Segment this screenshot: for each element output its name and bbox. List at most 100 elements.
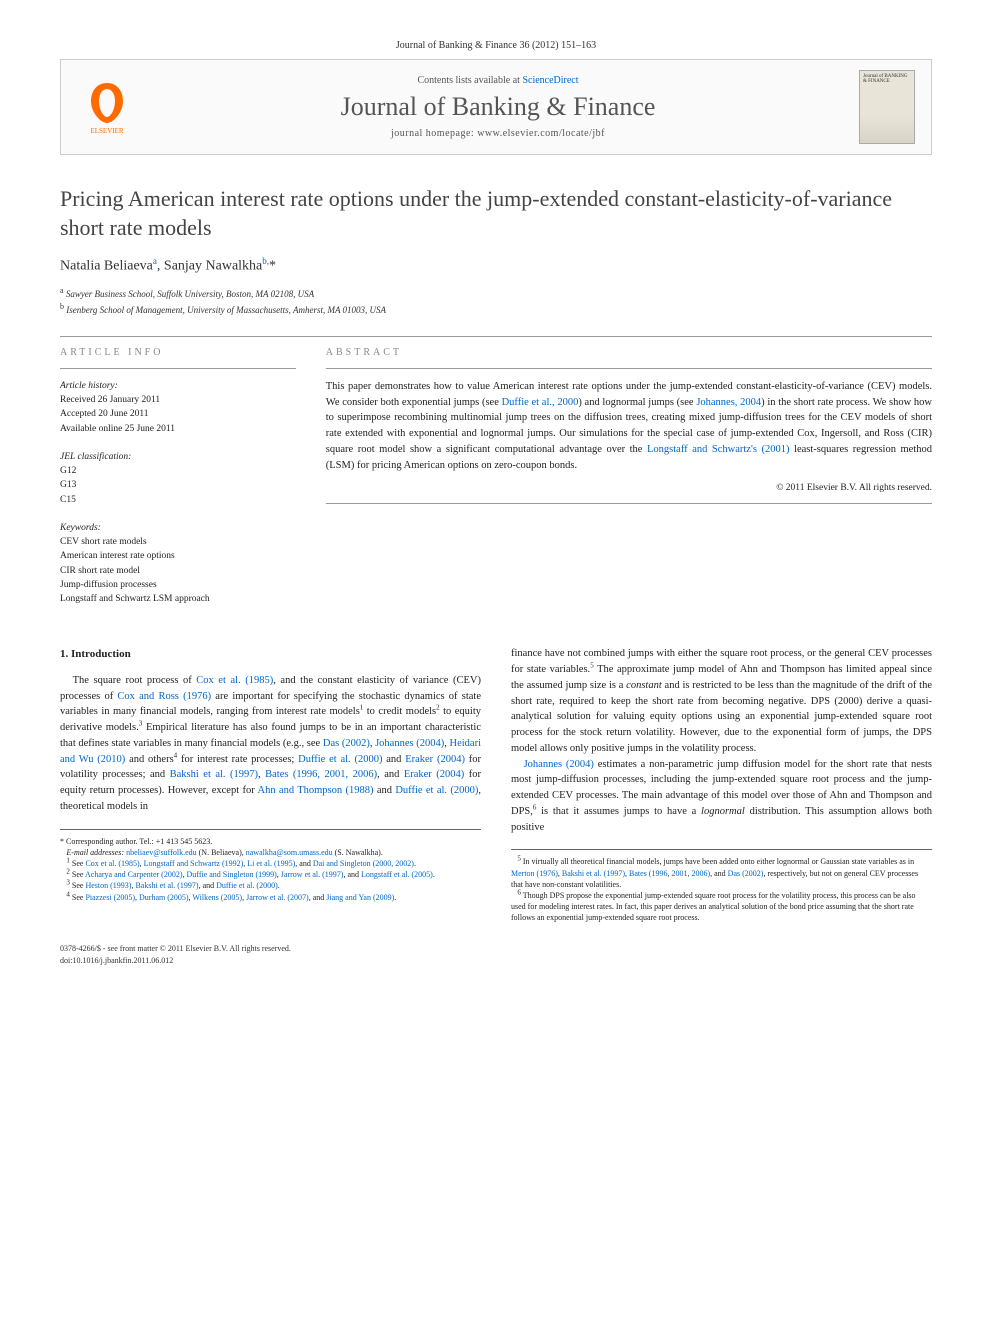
t: , and	[710, 869, 728, 878]
kw5: Longstaff and Schwartz LSM approach	[60, 592, 296, 606]
aff-a: Sawyer Business School, Suffolk Universi…	[64, 289, 315, 299]
article-info: ARTICLE INFO Article history: Received 2…	[60, 347, 296, 621]
copyright: © 2011 Elsevier B.V. All rights reserved…	[326, 483, 932, 493]
ref-link[interactable]: Jiang and Yan (2009)	[326, 893, 394, 902]
ref-link[interactable]: Johannes, 2004	[696, 397, 761, 408]
ref-link[interactable]: Das (2002)	[728, 869, 764, 878]
t: (S. Nawalkha).	[333, 848, 383, 857]
ref-link[interactable]: Dai and Singleton (2000, 2002)	[313, 859, 414, 868]
ref-link[interactable]: Longstaff and Schwartz's (2001)	[647, 444, 789, 455]
elsevier-logo: ELSEVIER	[77, 72, 137, 142]
ref-link[interactable]: Piazzesi (2005)	[85, 893, 135, 902]
accepted: Accepted 20 June 2011	[60, 407, 296, 421]
ref-link[interactable]: Acharya and Carpenter (2002)	[85, 870, 183, 879]
t: , and	[309, 893, 327, 902]
info-head: ARTICLE INFO	[60, 347, 296, 358]
body-columns: 1. Introduction The square root process …	[60, 646, 932, 923]
ref-link[interactable]: Jarrow et al. (1997)	[281, 870, 344, 879]
ref-link[interactable]: Duffie et al. (2000)	[298, 754, 382, 765]
homepage-prefix: journal homepage:	[391, 128, 477, 139]
t: and	[373, 785, 395, 796]
ref-link[interactable]: Cox et al. (1985)	[196, 675, 273, 686]
email-link[interactable]: nawalkha@som.umass.edu	[246, 848, 333, 857]
issn-line: 0378-4266/$ - see front matter © 2011 El…	[60, 943, 932, 954]
divider	[60, 368, 296, 369]
ref-link[interactable]: Eraker (2004)	[404, 769, 464, 780]
t: See	[70, 881, 86, 890]
t: .	[433, 870, 435, 879]
abs-t2: ) and lognormal jumps (see	[578, 397, 696, 408]
ref-link[interactable]: Eraker (2004)	[405, 754, 465, 765]
author-1: Natalia Beliaeva	[60, 259, 153, 274]
sciencedirect-link[interactable]: ScienceDirect	[522, 75, 578, 86]
history-hdr: Article history:	[60, 379, 296, 393]
email-link[interactable]: nbeliaev@suffolk.edu	[126, 848, 197, 857]
ref-link[interactable]: Heston (1993)	[85, 881, 131, 890]
t: The square root process of	[73, 675, 197, 686]
ref-link[interactable]: Longstaff et al. (2005)	[361, 870, 433, 879]
doi-line: doi:10.1016/j.jbankfin.2011.06.012	[60, 955, 932, 966]
contents-prefix: Contents lists available at	[417, 75, 522, 86]
journal-reference: Journal of Banking & Finance 36 (2012) 1…	[60, 40, 932, 51]
t: .	[414, 859, 416, 868]
divider	[326, 368, 932, 369]
kw1: CEV short rate models	[60, 535, 296, 549]
em: lognormal	[701, 806, 745, 817]
ref-link[interactable]: Bates (1996, 2001, 2006)	[265, 769, 377, 780]
ref-link[interactable]: Duffie et al. (2000)	[216, 881, 278, 890]
keywords-block: Keywords: CEV short rate models American…	[60, 521, 296, 607]
footnotes-right: 5 In virtually all theoretical financial…	[511, 849, 932, 923]
t: See	[70, 859, 86, 868]
homepage-url: www.elsevier.com/locate/jbf	[477, 128, 605, 139]
jel-block: JEL classification: G12 G13 C15	[60, 450, 296, 507]
t: , and	[377, 769, 404, 780]
ref-link[interactable]: Bakshi et al. (1997)	[135, 881, 198, 890]
aff-b: Isenberg School of Management, Universit…	[64, 305, 386, 315]
ref-link[interactable]: Longstaff and Schwartz (1992)	[144, 859, 244, 868]
t: to credit models	[363, 706, 436, 717]
ref-link[interactable]: Durham (2005)	[139, 893, 189, 902]
jel3: C15	[60, 493, 296, 507]
received: Received 26 January 2011	[60, 393, 296, 407]
t: , and	[199, 881, 217, 890]
article-history: Article history: Received 26 January 201…	[60, 379, 296, 436]
t: for interest rate processes;	[177, 754, 298, 765]
ref-link[interactable]: Duffie et al. (2000)	[395, 785, 478, 796]
ref-link[interactable]: Das (2002)	[323, 738, 370, 749]
abstract-head: ABSTRACT	[326, 347, 932, 358]
ref-link[interactable]: Ahn and Thompson (1988)	[257, 785, 373, 796]
t: Though DPS propose the exponential jump-…	[511, 891, 916, 922]
affiliations: a Sawyer Business School, Suffolk Univer…	[60, 285, 932, 318]
kw4: Jump-diffusion processes	[60, 578, 296, 592]
ref-link[interactable]: Johannes (2004)	[375, 738, 444, 749]
page-footer: 0378-4266/$ - see front matter © 2011 El…	[60, 943, 932, 965]
section-1-head: 1. Introduction	[60, 646, 481, 663]
homepage-line: journal homepage: www.elsevier.com/locat…	[153, 128, 843, 139]
ref-link[interactable]: Merton (1976)	[511, 869, 558, 878]
ref-link[interactable]: Jarrow et al. (2007)	[246, 893, 309, 902]
ref-link[interactable]: Cox and Ross (1976)	[117, 691, 211, 702]
online: Available online 25 June 2011	[60, 422, 296, 436]
ref-link[interactable]: Duffie et al., 2000	[502, 397, 579, 408]
ref-link[interactable]: Li et al. (1995)	[247, 859, 295, 868]
journal-cover-thumb: Journal of BANKING & FINANCE	[859, 70, 915, 144]
t: .	[278, 881, 280, 890]
kw2: American interest rate options	[60, 549, 296, 563]
t: See	[70, 893, 86, 902]
t: , and	[295, 859, 313, 868]
ref-link[interactable]: Bakshi et al. (1997)	[170, 769, 258, 780]
ref-link[interactable]: Bakshi et al. (1997)	[562, 869, 625, 878]
t: and others	[125, 754, 173, 765]
ref-link[interactable]: Cox et al. (1985)	[85, 859, 139, 868]
fn-corr: Corresponding author. Tel.: +1 413 545 5…	[64, 837, 212, 846]
t: is that it assumes jumps to have a	[536, 806, 701, 817]
ref-link[interactable]: Johannes (2004)	[524, 759, 594, 770]
author-2-aff: b,	[262, 256, 269, 266]
ref-link[interactable]: Bates (1996, 2001, 2006)	[629, 869, 710, 878]
body-p1: The square root process of Cox et al. (1…	[60, 673, 481, 815]
em: constant	[626, 680, 662, 691]
ref-link[interactable]: Wilkens (2005)	[192, 893, 242, 902]
body-p1-cont: finance have not combined jumps with eit…	[511, 646, 932, 756]
ref-link[interactable]: Duffie and Singleton (1999)	[187, 870, 277, 879]
kw3: CIR short rate model	[60, 564, 296, 578]
